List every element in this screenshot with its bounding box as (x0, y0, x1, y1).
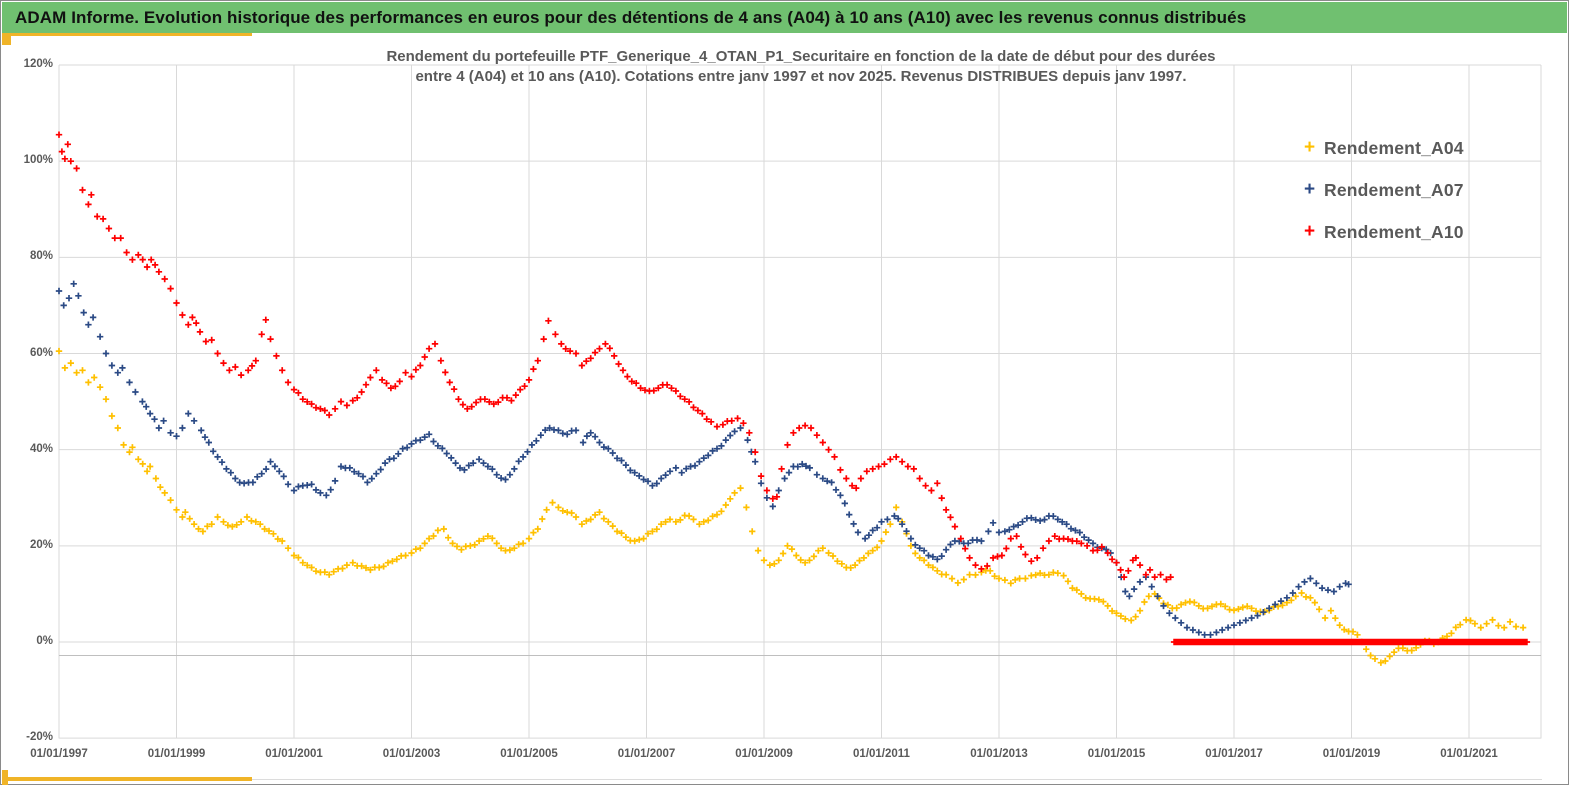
chart-title-line2: entre 4 (A04) et 10 ans (A10). Cotations… (415, 68, 1187, 85)
y-tick-label: 60% (29, 346, 53, 359)
header-bar: ADAM Informe. Evolution historique des p… (2, 2, 1567, 33)
gold-accent-line-top (2, 33, 252, 36)
y-tick-label: 20% (29, 538, 53, 551)
x-tick-label: 01/01/1999 (147, 748, 206, 760)
x-tick-label: 01/01/2015 (1087, 748, 1146, 760)
legend-item-rendement-a10[interactable]: + Rendement_A10 (1304, 219, 1464, 245)
x-tick-label: 01/01/2007 (617, 748, 676, 760)
y-tick-label: 100% (23, 154, 53, 167)
plus-marker-icon: + (1304, 137, 1316, 158)
legend-item-rendement-a04[interactable]: + Rendement_A04 (1304, 135, 1464, 161)
y-tick-label: 80% (29, 250, 53, 263)
x-tick-label: 01/01/2011 (853, 748, 910, 760)
chart-legend: + Rendement_A04 + Rendement_A07 + Rendem… (1304, 135, 1464, 261)
x-tick-label: 01/01/2003 (382, 748, 441, 760)
page-title: ADAM Informe. Evolution historique des p… (15, 7, 1247, 27)
y-tick-label: 0% (36, 635, 53, 647)
gold-accent-nub-bottom (2, 770, 8, 785)
chart-title-line1: Rendement du portefeuille PTF_Generique_… (386, 48, 1216, 65)
series-Rendement_A10 (55, 131, 1531, 646)
x-tick-label: 01/01/1997 (30, 748, 88, 760)
plus-marker-icon: + (1304, 221, 1316, 242)
chart-title: Rendement du portefeuille PTF_Generique_… (201, 47, 1401, 87)
series-Rendement_A07 (55, 280, 1352, 638)
x-tick-label: 01/01/2017 (1205, 748, 1263, 760)
y-tick-label: -20% (26, 731, 53, 744)
x-tick-label: 01/01/2001 (265, 748, 323, 760)
x-tick-label: 01/01/2009 (735, 748, 793, 760)
x-tick-label: 01/01/2013 (970, 748, 1028, 760)
series-Rendement_A04 (55, 347, 1527, 666)
x-tick-label: 01/01/2019 (1322, 748, 1381, 760)
gold-accent-nub-top (2, 33, 11, 45)
gold-accent-bar-bottom (4, 777, 252, 781)
x-tick-label: 01/01/2021 (1440, 748, 1498, 760)
plus-marker-icon: + (1304, 179, 1316, 200)
y-tick-label: 40% (29, 442, 53, 455)
x-tick-label: 01/01/2005 (500, 748, 558, 760)
sheet-row-divider (252, 779, 1542, 780)
legend-label: Rendement_A10 (1324, 221, 1464, 242)
y-tick-label: 120% (23, 58, 53, 70)
legend-label: Rendement_A07 (1324, 179, 1464, 200)
legend-item-rendement-a07[interactable]: + Rendement_A07 (1304, 177, 1464, 203)
legend-label: Rendement_A04 (1324, 137, 1464, 158)
